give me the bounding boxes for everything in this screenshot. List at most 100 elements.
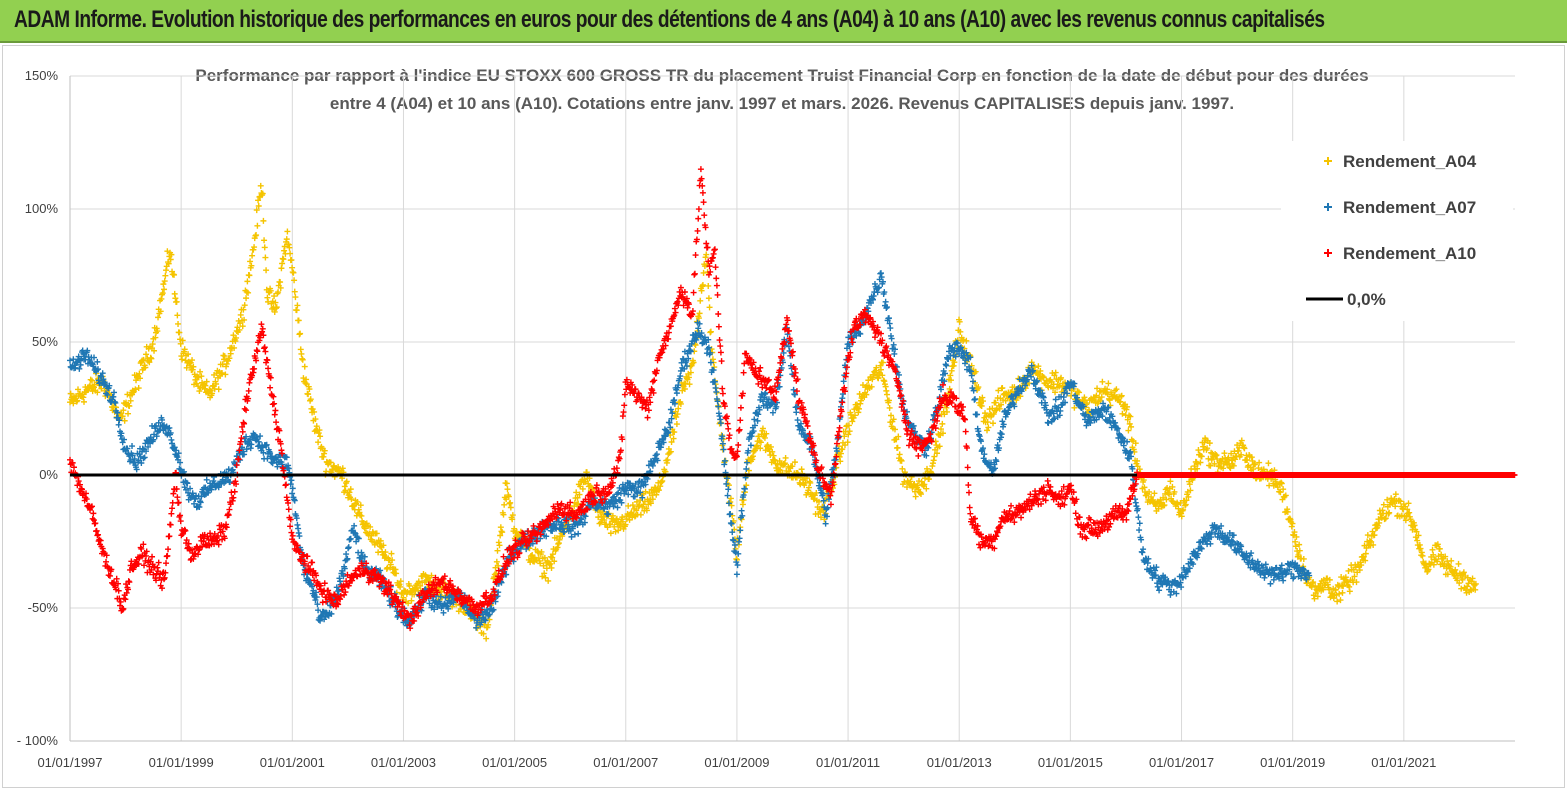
- point-Rendement_A04-1376: [984, 419, 991, 426]
- point-Rendement_A04-103: [135, 385, 142, 392]
- point-Rendement_A04-1266: [911, 480, 918, 487]
- point-Rendement_A04-655: [503, 480, 510, 487]
- point-Rendement_A04-349: [299, 356, 306, 363]
- point-Rendement_A10-938: [692, 252, 699, 259]
- point-Rendement_A04-162: [175, 320, 182, 327]
- point-Rendement_A04-1042: [761, 434, 768, 441]
- point-Rendement_A07-1360: [974, 411, 981, 418]
- point-Rendement_A04-259: [239, 323, 246, 330]
- point-Rendement_A04-160: [173, 298, 180, 305]
- point-Rendement_A04-910: [673, 421, 680, 428]
- point-Rendement_A04-98: [132, 386, 139, 393]
- point-Rendement_A04-267: [245, 289, 252, 296]
- point-Rendement_A04-1110: [807, 479, 814, 486]
- point-Rendement_A10-259: [239, 428, 246, 435]
- point-Rendement_A04-282: [255, 197, 262, 204]
- point-Rendement_A04-822: [615, 527, 622, 534]
- point-Rendement_A04-1108: [805, 484, 812, 491]
- point-Rendement_A04-1: [67, 390, 74, 397]
- point-Rendement_A04-1394: [996, 405, 1003, 412]
- y-tick-label-4: -50%: [28, 600, 59, 615]
- point-Rendement_A10-146: [164, 552, 171, 559]
- point-Rendement_A04-1335: [957, 328, 964, 335]
- point-Rendement_A04-1377: [985, 424, 992, 431]
- point-Rendement_A04-950: [700, 269, 707, 276]
- point-Rendement_A04-12: [75, 386, 82, 393]
- x-tick-label-10: 01/01/2017: [1149, 755, 1214, 770]
- x-tick-label-12: 01/01/2021: [1371, 755, 1436, 770]
- x-tick-label-9: 01/01/2015: [1038, 755, 1103, 770]
- point-Rendement_A04-708: [539, 573, 546, 580]
- point-Rendement_A04-961: [707, 328, 714, 335]
- point-Rendement_A04-264: [243, 295, 250, 302]
- point-Rendement_A07-1800: [1267, 580, 1274, 587]
- point-Rendement_A04-166: [177, 340, 184, 347]
- point-Rendement_A04-122: [148, 355, 155, 362]
- point-Rendement_A04-759: [573, 489, 580, 496]
- point-Rendement_A04-1229: [886, 404, 893, 411]
- point-Rendement_A04-1296: [931, 453, 938, 460]
- point-Rendement_A10-303: [269, 392, 276, 399]
- point-Rendement_A04-1460: [1040, 374, 1047, 381]
- point-Rendement_A04-865: [643, 507, 650, 514]
- point-Rendement_A04-1547: [1098, 394, 1105, 401]
- point-Rendement_A04-1588: [1126, 412, 1133, 419]
- point-Rendement_A04-41: [94, 389, 101, 396]
- point-Rendement_A04-620: [480, 630, 487, 637]
- point-Rendement_A04-833: [622, 521, 629, 528]
- point-Rendement_A10-874: [649, 378, 656, 385]
- point-Rendement_A04-1087: [791, 459, 798, 466]
- point-Rendement_A10-976: [717, 349, 724, 356]
- point-Rendement_A04-205: [203, 378, 210, 385]
- point-Rendement_A10-111: [141, 562, 148, 569]
- point-Rendement_A04-1585: [1124, 403, 1131, 410]
- gridlines: [69, 75, 1515, 742]
- point-Rendement_A04-195: [197, 368, 204, 375]
- point-Rendement_A07-1235: [890, 341, 897, 348]
- point-Rendement_A04-262: [241, 302, 248, 309]
- point-Rendement_A04-496: [397, 578, 404, 585]
- point-Rendement_A04-645: [497, 532, 504, 539]
- point-Rendement_A10-328: [285, 506, 292, 513]
- point-Rendement_A04-542: [428, 572, 435, 579]
- point-Rendement_A04-1506: [1071, 404, 1078, 411]
- point-Rendement_A04-366: [311, 408, 318, 415]
- point-Rendement_A07-79: [119, 439, 126, 446]
- point-Rendement_A10-970: [713, 282, 720, 289]
- x-tick-label-4: 01/01/2005: [482, 755, 547, 770]
- point-Rendement_A04-720: [547, 560, 554, 567]
- point-Rendement_A04-301: [267, 287, 274, 294]
- point-Rendement_A04-1372: [982, 410, 989, 417]
- point-Rendement_A04-1321: [948, 377, 955, 384]
- point-Rendement_A07-987: [725, 486, 732, 493]
- point-Rendement_A07-344: [296, 533, 303, 540]
- point-Rendement_A04-707: [538, 548, 545, 555]
- x-tick-label-0: 01/01/1997: [37, 755, 102, 770]
- point-Rendement_A04-276: [251, 244, 258, 251]
- point-Rendement_A04-1369: [980, 398, 987, 405]
- point-Rendement_A10-147: [165, 546, 172, 553]
- point-Rendement_A04-337: [291, 288, 298, 295]
- point-Rendement_A04-1650: [1167, 478, 1174, 485]
- point-Rendement_A07-421: [347, 535, 354, 542]
- point-Rendement_A04-1155: [837, 458, 844, 465]
- x-tick-label-6: 01/01/2009: [704, 755, 769, 770]
- point-Rendement_A04-1577: [1118, 392, 1125, 399]
- point-Rendement_A04-119: [146, 359, 153, 366]
- point-Rendement_A04-1216: [877, 366, 884, 373]
- point-Rendement_A04-87: [125, 410, 132, 417]
- point-Rendement_A10-238: [225, 512, 232, 519]
- point-Rendement_A04-213: [209, 390, 216, 397]
- banner: ADAM Informe. Evolution historique des p…: [0, 0, 1567, 43]
- point-Rendement_A04-1161: [841, 433, 848, 440]
- point-Rendement_A04-261: [241, 316, 248, 323]
- point-Rendement_A04-361: [307, 396, 314, 403]
- point-Rendement_A04-143: [162, 272, 169, 279]
- point-Rendement_A07-1357: [972, 396, 979, 403]
- point-Rendement_A04-1119: [813, 489, 820, 496]
- point-Rendement_A04-899: [666, 449, 673, 456]
- point-Rendement_A04-364: [309, 406, 316, 413]
- point-Rendement_A04-1344: [963, 337, 970, 344]
- point-Rendement_A07-1133: [822, 520, 829, 527]
- point-Rendement_A04-656: [504, 486, 511, 493]
